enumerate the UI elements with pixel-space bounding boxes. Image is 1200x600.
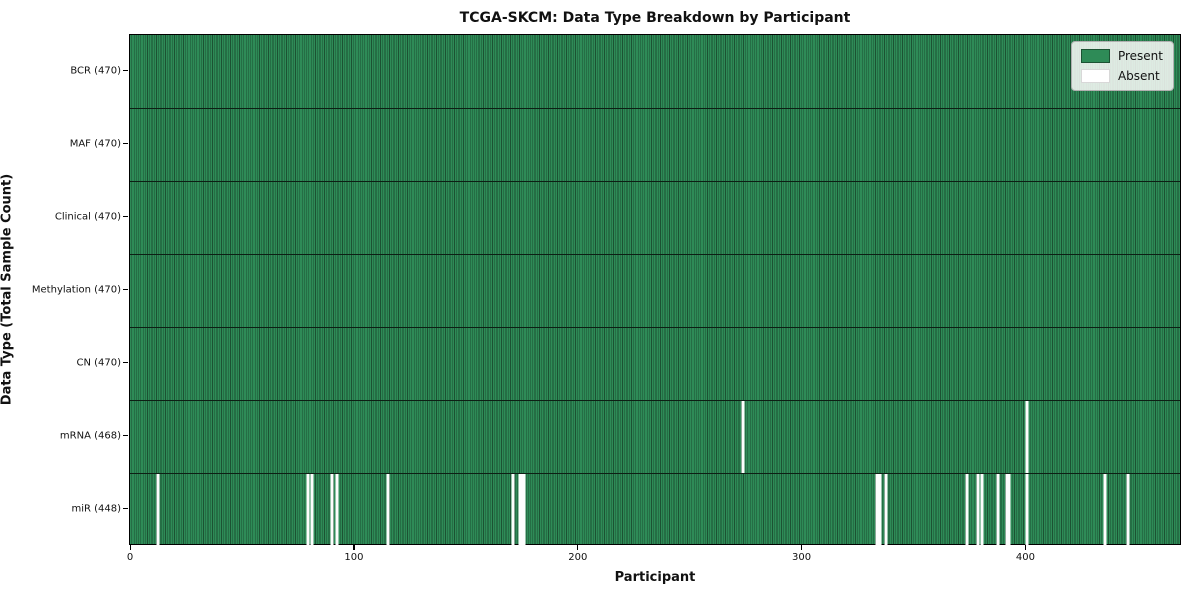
row-maf <box>130 108 1180 181</box>
legend: Present Absent <box>1070 41 1174 91</box>
ytick-label-mir: miR (448) <box>71 503 121 514</box>
absent-mark <box>875 474 879 546</box>
absent-mark <box>310 474 314 546</box>
ytick-mark <box>123 288 128 291</box>
absent-mark <box>884 474 888 546</box>
xtick-label-100: 100 <box>344 552 364 563</box>
xtick-mark <box>353 545 355 550</box>
ytick-label-bcr: BCR (470) <box>70 65 121 76</box>
absent-mark <box>511 474 515 546</box>
ytick-label-mrna: mRNA (468) <box>59 430 121 441</box>
plot-area: Present Absent <box>129 34 1181 546</box>
legend-label-present: Present <box>1117 49 1163 63</box>
legend-item-present: Present <box>1080 49 1163 63</box>
absent-mark <box>996 474 1000 546</box>
absent-mark <box>741 401 745 473</box>
absent-mark <box>980 474 984 546</box>
xtick-mark <box>1024 545 1027 550</box>
xtick-label-300: 300 <box>792 552 812 563</box>
absent-mark <box>1103 474 1107 546</box>
legend-swatch-absent <box>1080 69 1110 83</box>
row-mir <box>130 473 1180 546</box>
xtick-mark <box>577 545 579 550</box>
x-axis-label: Participant <box>614 570 696 585</box>
ytick-mark <box>123 142 128 145</box>
chart-title: TCGA-SKCM: Data Type Breakdown by Partic… <box>459 10 851 26</box>
ytick-mark <box>123 434 128 437</box>
row-clinical <box>130 181 1180 254</box>
absent-mark <box>335 474 339 546</box>
absent-mark <box>1007 474 1011 546</box>
xtick-label-400: 400 <box>1015 552 1035 563</box>
row-mrna <box>130 400 1180 473</box>
absent-mark <box>1025 474 1029 546</box>
ytick-mark <box>123 69 128 72</box>
absent-mark <box>520 474 524 546</box>
absent-mark <box>1025 401 1029 473</box>
absent-mark <box>1126 474 1129 546</box>
legend-swatch-present <box>1080 49 1110 63</box>
xtick-label-0: 0 <box>126 552 134 563</box>
ytick-mark <box>123 507 128 510</box>
xtick-label-200: 200 <box>568 552 588 563</box>
ytick-label-cn: CN (470) <box>76 357 121 368</box>
absent-mark <box>518 474 522 546</box>
absent-mark <box>156 474 160 546</box>
absent-mark <box>522 474 526 546</box>
row-cn <box>130 327 1180 400</box>
ytick-label-clinical: Clinical (470) <box>54 211 121 222</box>
legend-item-absent: Absent <box>1080 69 1163 83</box>
absent-mark <box>965 474 969 546</box>
ytick-label-methylation: Methylation (470) <box>31 284 121 295</box>
legend-label-absent: Absent <box>1117 69 1160 83</box>
absent-mark <box>1005 474 1009 546</box>
ytick-mark <box>123 361 128 364</box>
absent-mark <box>976 474 980 546</box>
xtick-mark <box>801 545 803 550</box>
xtick-mark <box>129 545 131 550</box>
absent-mark <box>878 474 882 546</box>
row-methylation <box>130 254 1180 327</box>
row-bcr <box>130 35 1180 108</box>
ytick-label-maf: MAF (470) <box>69 138 121 149</box>
absent-mark <box>306 474 310 546</box>
absent-mark <box>330 474 334 546</box>
ytick-mark <box>123 215 128 218</box>
absent-mark <box>386 474 390 546</box>
